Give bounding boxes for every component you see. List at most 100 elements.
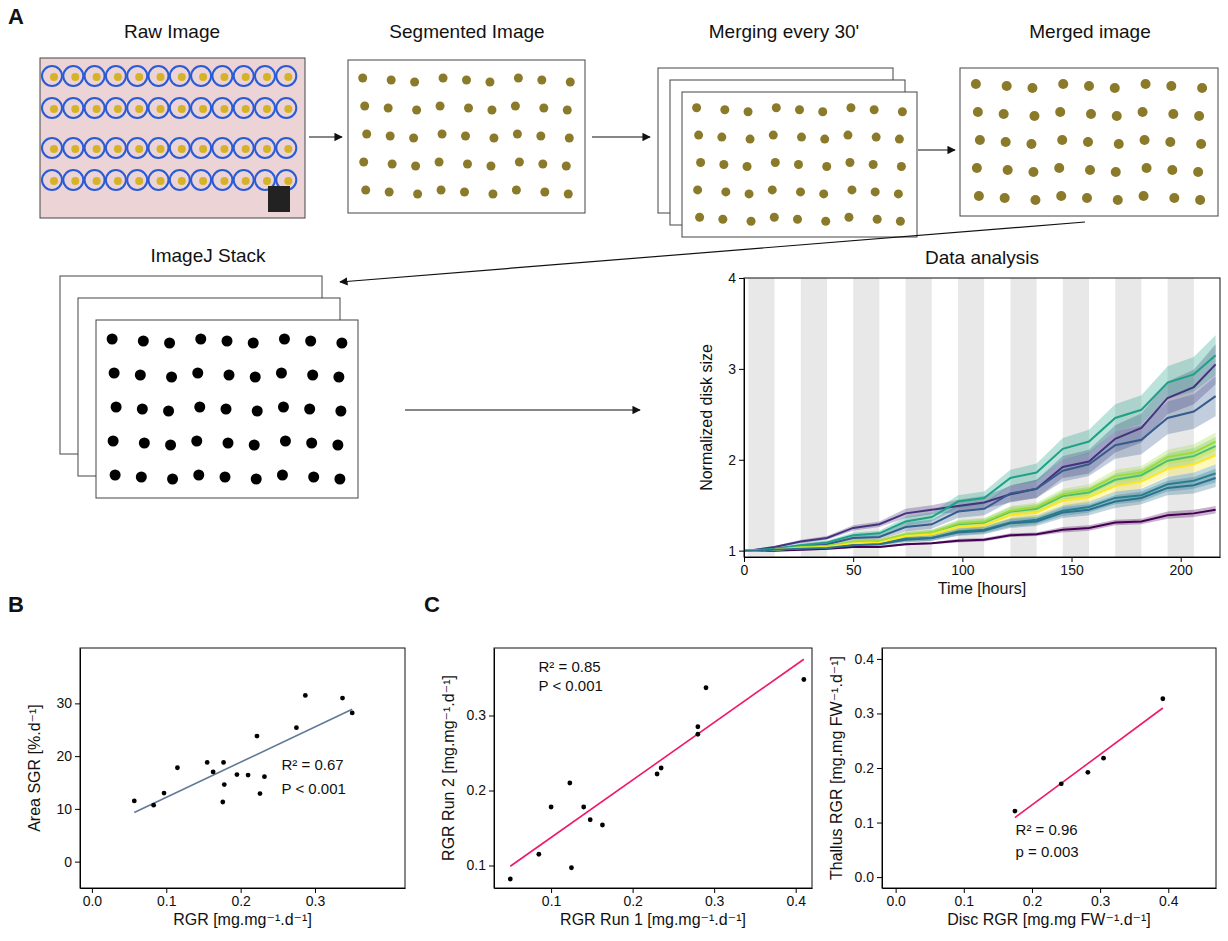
disc-icon (114, 177, 122, 185)
y-axis-title: Area SGR [%.d⁻¹] (26, 704, 43, 832)
tick-mark (877, 823, 882, 824)
point (704, 685, 709, 690)
disc-icon (1000, 193, 1010, 203)
disc-icon (249, 440, 260, 451)
disc-icon (772, 103, 781, 112)
point (294, 725, 299, 730)
well-icon (63, 170, 83, 190)
disc-icon (515, 158, 524, 167)
disc-icon (897, 162, 906, 171)
well-icon (85, 170, 105, 190)
tick: 0.3 (855, 705, 882, 721)
disc-icon (222, 336, 233, 347)
point (1013, 809, 1018, 814)
disc-icon (165, 440, 176, 451)
disc-icon (845, 158, 854, 167)
disc-icon (191, 436, 202, 447)
disc-icon (360, 102, 369, 111)
step-title: Raw Image (124, 21, 220, 42)
tick-mark (739, 369, 744, 370)
disc-icon (167, 474, 178, 485)
disc-icon (387, 76, 396, 85)
disc-icon (107, 334, 118, 345)
disc-icon (538, 160, 547, 169)
well-icon (170, 138, 190, 158)
tick: 1 (728, 543, 744, 559)
chart-title: Data analysis (925, 247, 1039, 268)
disc-icon (720, 105, 729, 114)
axis-line (81, 888, 406, 889)
error-band (744, 437, 1216, 551)
disc-icon (242, 177, 250, 185)
point (659, 766, 664, 771)
tick-mark (75, 756, 80, 757)
point (588, 817, 593, 822)
disc-icon (135, 177, 143, 185)
well-icon (149, 138, 169, 158)
well-icon (127, 170, 147, 190)
disc-icon (439, 74, 448, 83)
disc-icon (746, 135, 755, 144)
disc-icon (411, 162, 420, 171)
disc-icon (717, 133, 726, 142)
point (569, 865, 574, 870)
disc-icon (385, 188, 394, 197)
disc-icon (564, 190, 573, 199)
fit-line (510, 659, 804, 866)
point (1085, 770, 1090, 775)
disc-icon (50, 105, 58, 113)
tick: 0.3 (705, 888, 725, 909)
disc-icon (224, 370, 235, 381)
tick-label: 20 (56, 748, 72, 764)
disc-icon (1054, 163, 1064, 173)
disc-icon (139, 438, 150, 449)
disc-icon (1113, 195, 1123, 205)
disc-icon (114, 105, 122, 113)
tick-mark (75, 703, 80, 704)
disc-icon (895, 135, 904, 144)
disc-icon (793, 215, 802, 224)
point (350, 710, 355, 715)
point (1160, 696, 1165, 701)
well-icon (212, 66, 232, 86)
point (205, 760, 210, 765)
disc-icon (277, 470, 288, 481)
fit-line (1015, 708, 1163, 818)
step-title: Merged image (1029, 21, 1150, 42)
well-icon (42, 170, 62, 190)
chart-0: Data analysis0501001502001234Time [hours… (698, 247, 1221, 597)
disc-icon (93, 105, 101, 113)
disc-icon (1028, 167, 1038, 177)
well-icon (191, 98, 211, 118)
chart-1: 0.00.10.20.30102030RGR [mg.mg⁻¹.d⁻¹]Area… (26, 648, 406, 928)
well-icon (276, 138, 296, 158)
tick-label: 0.0 (83, 893, 103, 909)
plot-frame (882, 648, 1216, 888)
disc-icon (135, 105, 143, 113)
well-icon (42, 98, 62, 118)
disc-icon (488, 190, 497, 199)
tick: 0.1 (855, 815, 882, 831)
disc-icon (199, 105, 207, 113)
tick-mark (75, 862, 80, 863)
annotation: R² = 0.85 (539, 658, 601, 675)
disc-icon (263, 145, 271, 153)
disc-icon (487, 106, 496, 115)
axis-line (494, 649, 495, 889)
disc-icon (284, 105, 292, 113)
tick-label: 0.4 (1159, 893, 1179, 909)
chart-3: 0.00.10.20.30.40.00.10.20.30.4Disc RGR [… (828, 648, 1217, 928)
disc-icon (384, 104, 393, 113)
disc-icon (284, 177, 292, 185)
disc-icon (242, 73, 250, 81)
disc-icon (796, 187, 805, 196)
disc-icon (50, 177, 58, 185)
disc-icon (221, 404, 232, 415)
x-axis: 0.10.20.30.4 (495, 888, 813, 909)
disc-icon (971, 79, 981, 89)
disc-icon (1030, 195, 1040, 205)
well-icon (63, 66, 83, 86)
disc-icon (719, 160, 728, 169)
point (581, 805, 586, 810)
disc-icon (263, 177, 271, 185)
